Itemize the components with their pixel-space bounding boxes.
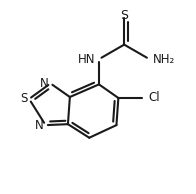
Text: N: N — [40, 77, 49, 90]
Text: S: S — [120, 9, 128, 22]
Text: HN: HN — [78, 53, 95, 66]
Text: N: N — [35, 119, 44, 132]
Text: NH₂: NH₂ — [153, 53, 176, 66]
Text: S: S — [20, 92, 27, 106]
Text: Cl: Cl — [148, 91, 160, 105]
